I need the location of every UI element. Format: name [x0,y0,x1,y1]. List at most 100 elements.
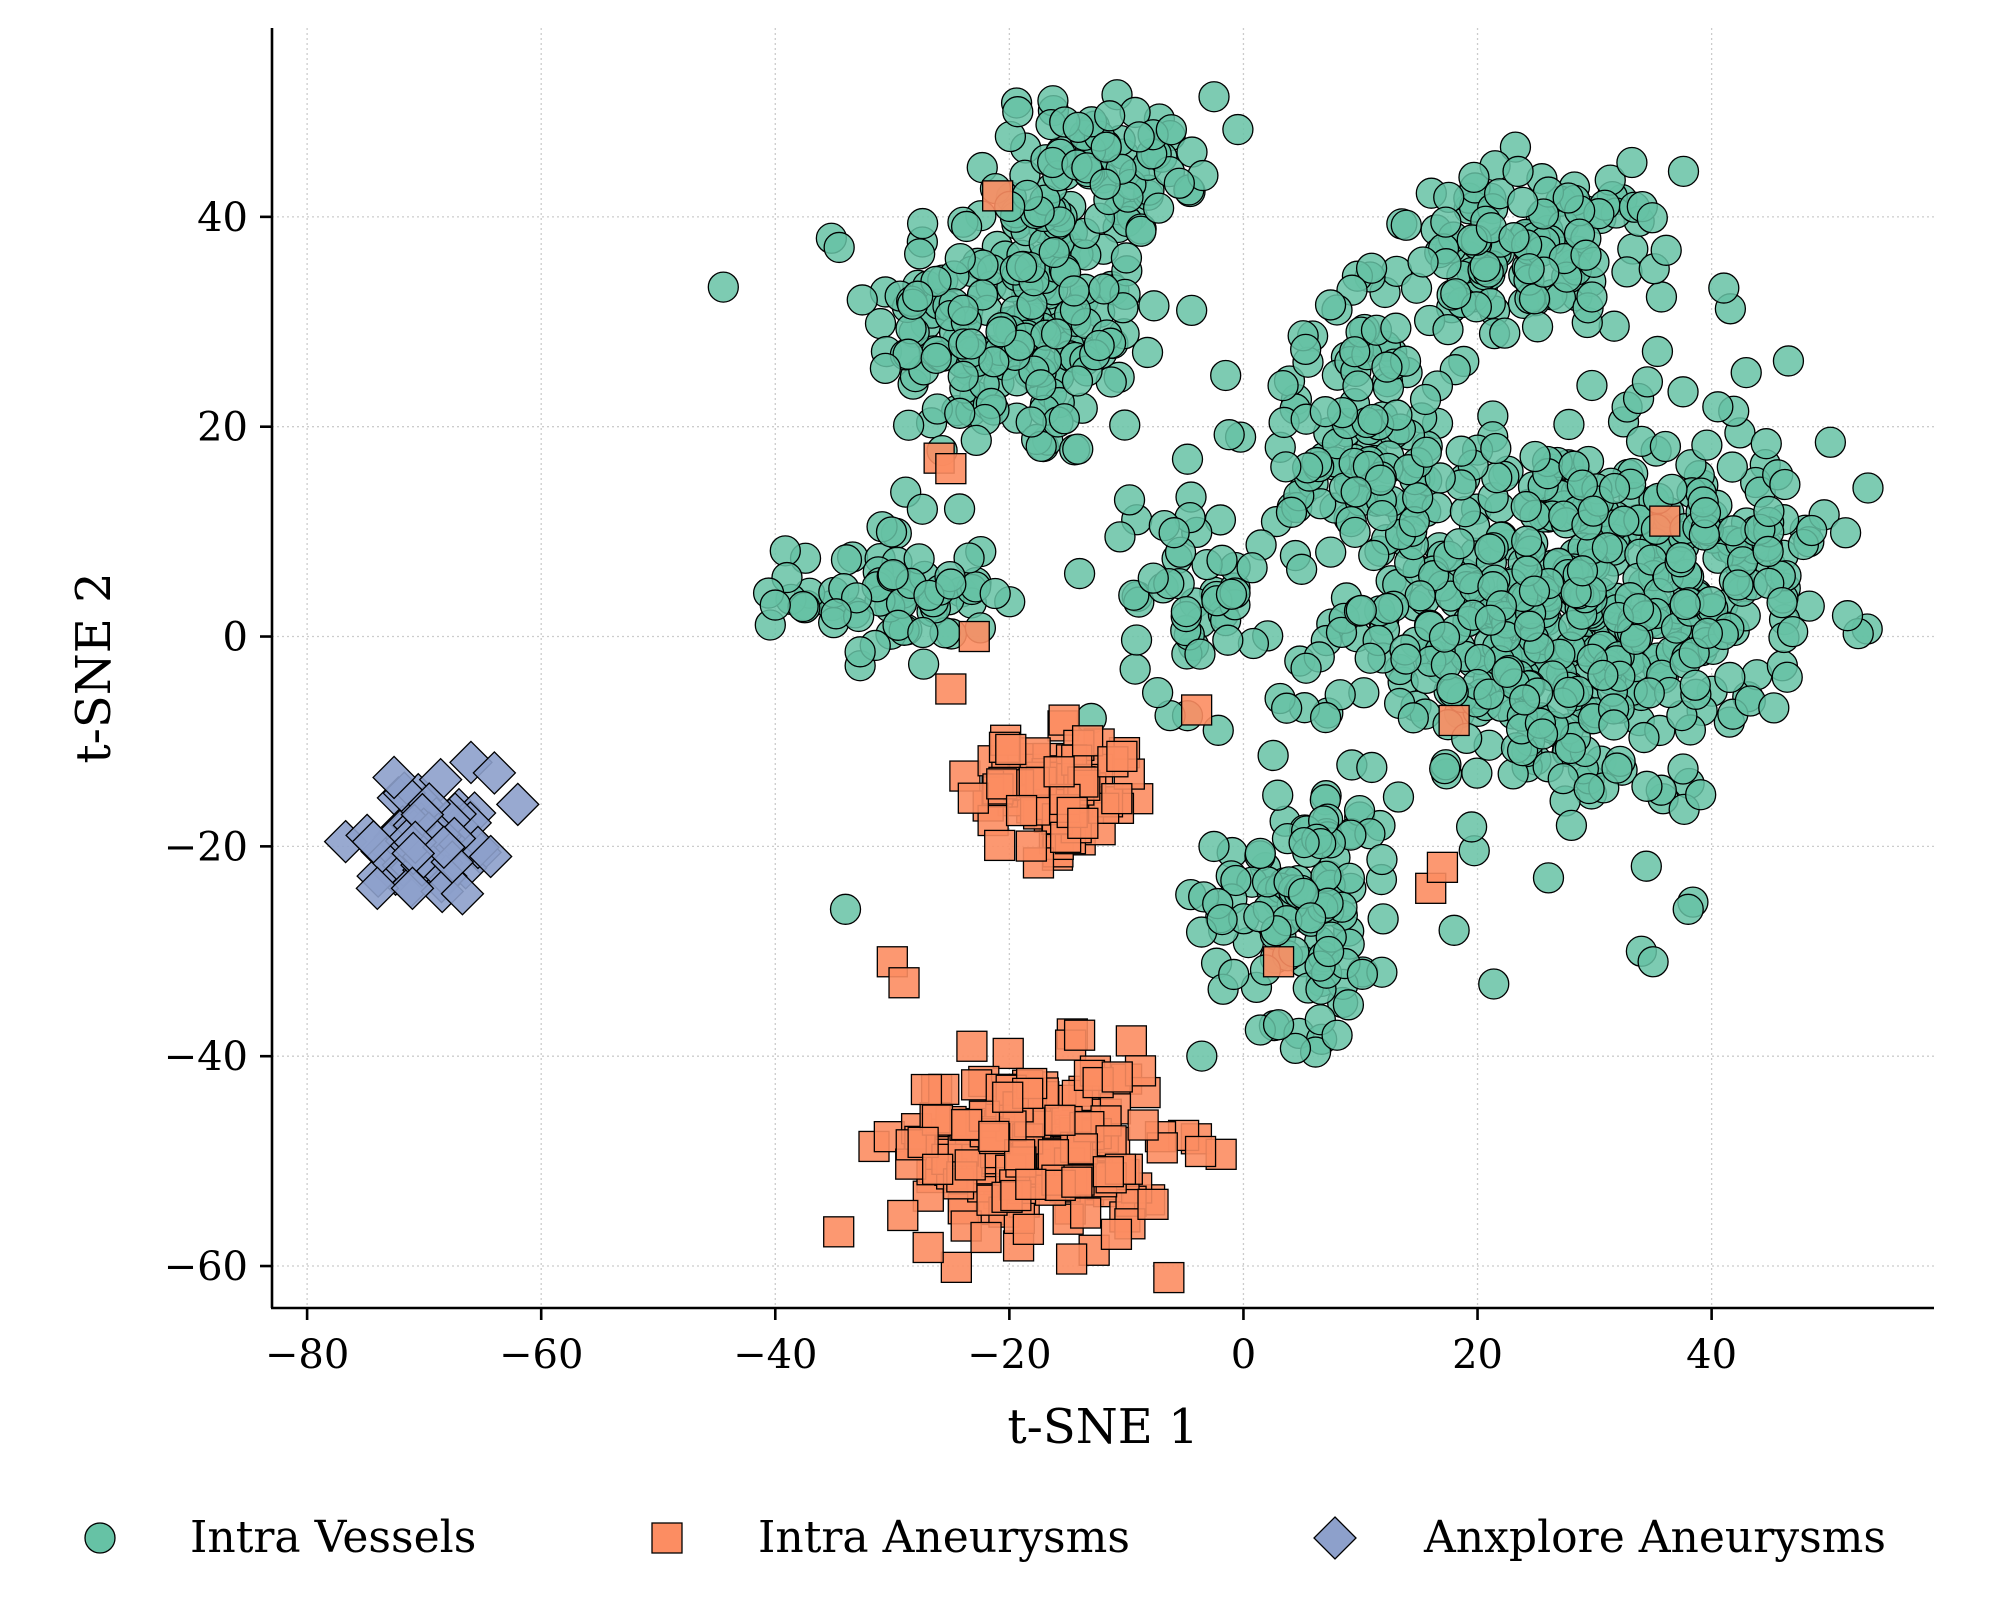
y-tick-label: 20 [197,405,248,451]
intra-vessel-point [1244,837,1276,870]
intra-aneurysm-point [1095,1125,1127,1157]
intra-vessel-point [906,207,939,240]
intra-vessel-point [1236,552,1268,584]
intra-vessel-point [1513,610,1546,642]
intra-vessel-point [1005,251,1038,283]
intra-aneurysm-point [1438,704,1470,737]
intra-aneurysm-point [986,768,1018,800]
intra-vessel-point [1355,252,1388,284]
intra-vessel-point [1222,113,1254,146]
intra-vessel-point [1630,850,1662,882]
intra-vessel-point [955,328,987,360]
intra-vessel-point [1321,1019,1353,1051]
intra-aneurysm-point [995,733,1027,766]
intra-aneurysm-point [982,180,1014,212]
axes [270,28,1934,1310]
intra-vessel-point [830,544,863,576]
intra-vessel-point [1650,234,1682,266]
intra-vessel-point [1357,403,1389,436]
intra-vessel-point [1138,290,1170,322]
intra-vessel-point [1404,580,1436,612]
intra-vessel-point [1120,624,1153,656]
intra-vessel-point [960,424,992,457]
intra-aneurysm-point [992,1081,1024,1113]
intra-vessel-point [1852,472,1884,504]
intra-aneurysm-point [888,967,920,999]
intra-vessel-point [1708,272,1740,304]
intra-vessel-point [985,316,1017,348]
intra-vessel-point [1062,111,1094,144]
intra-vessel-point [1409,383,1442,416]
intra-vessel-point [1601,752,1633,784]
intra-vessel-point [1430,206,1462,238]
intra-vessel-point [1428,621,1461,653]
intra-aneurysm-point [1649,505,1681,537]
intra-vessel-point [1372,592,1404,625]
intra-vessel-point [1616,146,1648,179]
intra-vessel-point [920,342,952,375]
intra-vessel-point [1390,643,1422,675]
intra-vessel-point [1685,779,1717,811]
intra-vessel-point [869,352,902,385]
intra-vessel-point [1063,557,1096,590]
intra-vessel-point [1213,419,1245,451]
intra-vessel-point [1354,642,1386,674]
intra-vessel-point [1631,366,1664,398]
intra-vessel-point [1667,155,1700,188]
x-tick-label: −60 [499,1332,583,1378]
intra-vessel-point [1142,192,1175,224]
intra-vessel-point [1573,772,1605,805]
intra-vessel-point [1461,757,1493,789]
intra-vessel-point [1324,679,1356,711]
intra-vessel-point [1608,505,1640,537]
intra-vessel-point [1382,781,1415,813]
intra-vessel-point [1619,623,1652,655]
intra-vessel-point [1776,615,1809,648]
intra-vessel-point [1518,283,1551,315]
intra-vessel-point [1424,462,1456,494]
intra-aneurysm-point [984,829,1016,862]
intra-vessel-point [1478,968,1510,1000]
x-tick-label: −20 [967,1332,1051,1378]
intra-aneurysm-point [1069,1197,1102,1229]
intra-aneurysm-point [921,1153,954,1185]
intra-aneurysm-point [935,453,967,485]
intra-vessel-point [944,397,976,429]
intra-vessel-point [1390,209,1422,241]
intra-vessel-point [1474,604,1507,636]
intra-vessel-point [877,559,909,591]
intra-vessel-point [1691,429,1723,461]
intra-vessel-point [1290,333,1322,366]
intra-vessel-point [1577,495,1609,527]
intra-vessel-point [1397,702,1429,734]
intra-vessel-point [1113,484,1146,516]
intra-vessel-point [1262,779,1294,811]
intra-aneurysm-point [1063,1019,1096,1051]
anxplore-aneurysm-point [472,750,517,795]
intra-vessel-point [904,238,936,270]
intra-vessel-point [1158,517,1190,549]
intra-vessel-point [1753,495,1785,528]
anxplore-aneurysm-point [421,825,466,870]
intra-aneurysm-point [1003,1139,1036,1171]
intra-vessel-point [1552,182,1584,214]
intra-vessel-point [769,535,801,567]
intra-vessel-point [1015,406,1047,438]
intra-vessel-point [1667,376,1699,408]
x-ticks: −80 −60 −40 −20 0 20 40 [265,1308,1737,1378]
intra-vessel-point [1270,451,1302,483]
intra-vessel-point [759,589,791,621]
intra-vessel-point [1366,843,1398,876]
intra-vessel-point [1262,1009,1295,1041]
intra-vessel-point [1628,721,1660,754]
intra-vessel-point [1829,517,1862,549]
intra-vessel-point [1458,161,1490,193]
intra-vessel-point [1752,535,1784,568]
intra-vessel-point [1750,428,1782,460]
legend-marker-intra-aneurysms [651,1522,683,1554]
intra-vessel-point [1758,692,1790,724]
intra-vessel-point [1769,468,1801,501]
intra-vessel-point [1371,351,1403,383]
intra-vessel-point [1339,516,1371,549]
intra-vessel-point [1367,903,1399,935]
